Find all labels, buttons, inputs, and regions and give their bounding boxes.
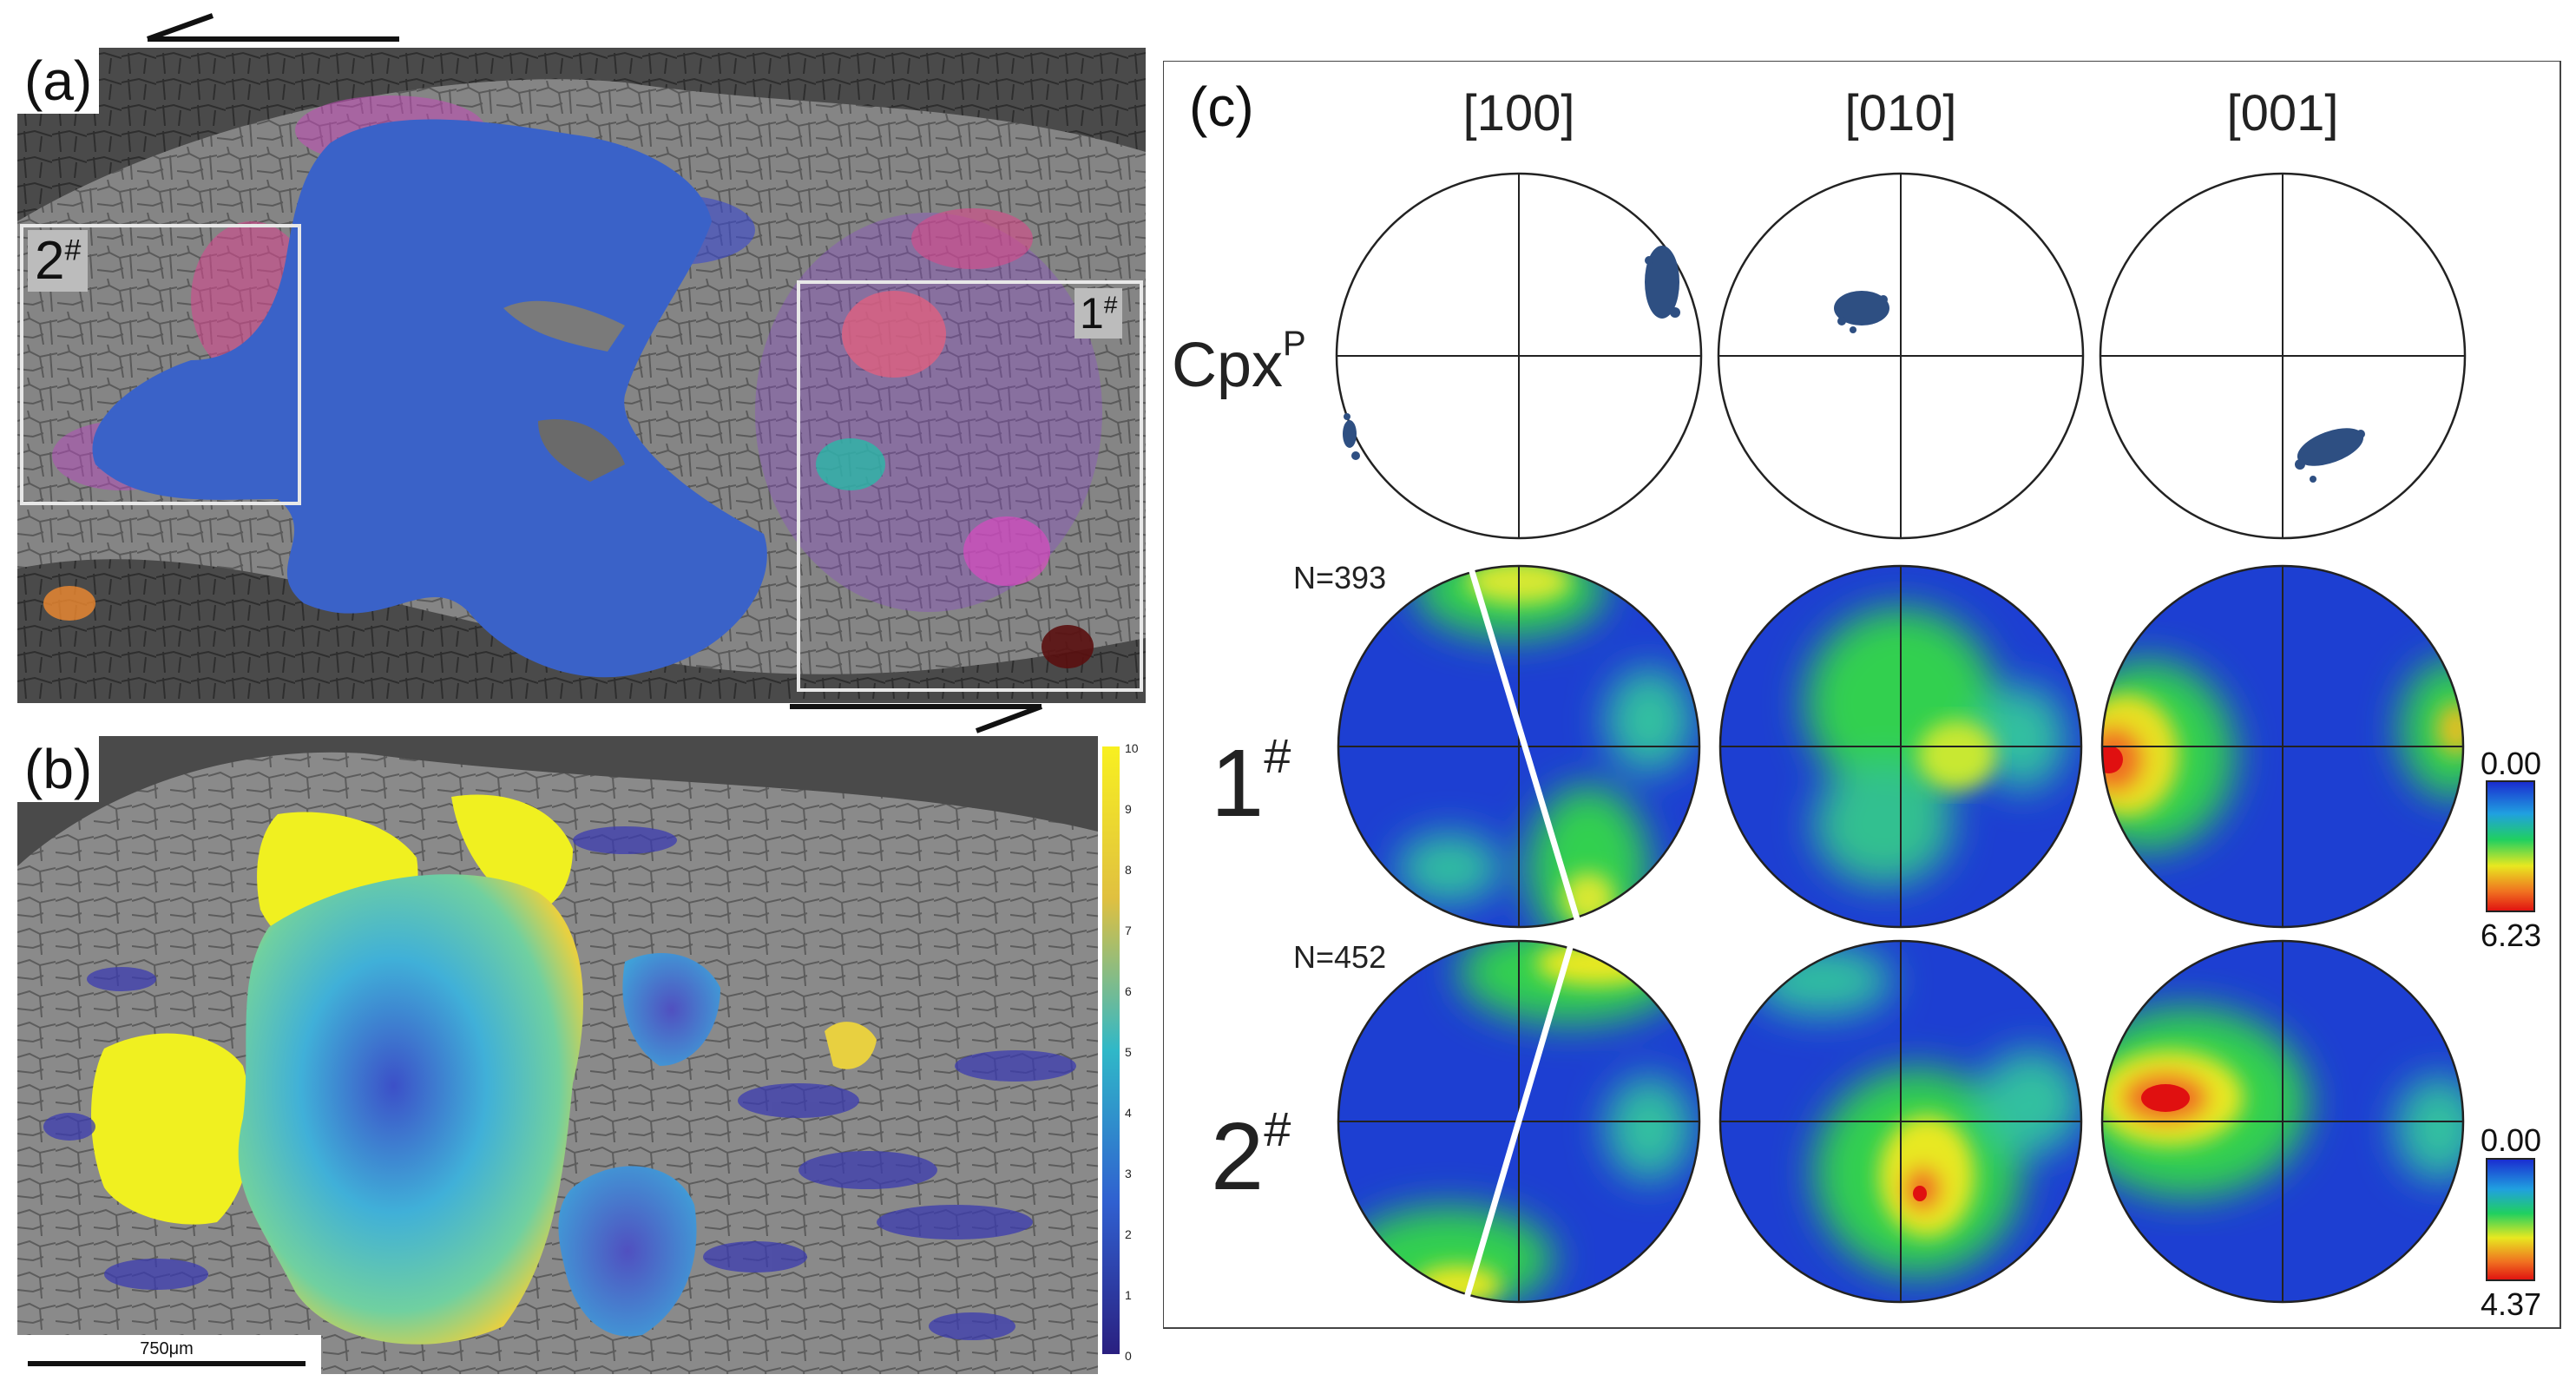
pf-r2-001: [2100, 939, 2465, 1304]
region-2-number: 2: [35, 231, 65, 291]
kam-tick-1: 1: [1125, 1288, 1132, 1302]
foliation-trace-r1: [1468, 567, 1581, 924]
row-label-cpx-sup: P: [1283, 325, 1306, 363]
kam-small-grains: [43, 826, 1076, 1340]
panel-b-label: (b): [17, 736, 100, 802]
row-label-2: 2#: [1211, 1102, 1291, 1210]
colored-grains-a: [43, 95, 1102, 668]
legend-r2: 0.00 4.37: [2481, 1122, 2541, 1322]
legend-r2-min: 0.00: [2481, 1122, 2541, 1158]
foliation-trace-r2: [1463, 944, 1574, 1299]
kam-colorbar-gradient: [1102, 746, 1120, 1354]
scale-bar-label: 750μm: [140, 1339, 194, 1358]
kam-tick-5: 5: [1125, 1045, 1132, 1059]
column-header-100: [100]: [1463, 85, 1575, 141]
row-label-2-text: 2: [1211, 1103, 1264, 1210]
row-label-1-sup: #: [1264, 728, 1291, 783]
legend-r2-gradient: [2486, 1158, 2535, 1281]
kam-map-b: 750μm: [17, 736, 1098, 1374]
pf-cpx-010: [1717, 172, 2085, 540]
pf-r2-010: [1718, 939, 2083, 1304]
row-label-1-text: 1: [1211, 730, 1264, 837]
kam-tick-10: 10: [1125, 742, 1139, 755]
region-1-sup: #: [1103, 291, 1118, 319]
region-2-label: 2#: [28, 230, 89, 292]
large-blue-grain: [92, 119, 767, 678]
kam-central-grain: [238, 874, 583, 1345]
kam-colorbar: 10 9 8 7 6 5 4 3 2 1 0: [1102, 742, 1139, 1363]
pole-figures-c: 0.00 6.23 0.00 4.37 [100] [010] [001] (c…: [1163, 61, 2561, 1329]
legend-r2-max: 4.37: [2481, 1286, 2541, 1322]
kam-tick-7: 7: [1125, 924, 1132, 937]
pf-cpx-100: [1335, 172, 1703, 540]
legend-r1-max: 6.23: [2481, 917, 2541, 953]
kam-tick-9: 9: [1125, 802, 1132, 816]
kam-tick-4: 4: [1125, 1106, 1132, 1120]
shear-arrow-bottom: [790, 704, 1043, 733]
ebsd-map-a-graphic: [17, 48, 1146, 703]
kam-tick-8: 8: [1125, 863, 1132, 877]
region-2-box: [20, 224, 301, 505]
region-1-label: 1#: [1074, 288, 1123, 339]
kam-tick-0: 0: [1125, 1349, 1132, 1363]
ebsd-map-a: [17, 48, 1146, 703]
n-value-r2: N=452: [1293, 939, 1386, 975]
panel-c-label: (c): [1189, 76, 1254, 138]
region-1-box: [797, 280, 1143, 692]
region-2-sup: #: [64, 233, 82, 267]
legend-r1: 0.00 6.23: [2481, 746, 2541, 953]
row-label-1: 1#: [1211, 728, 1291, 837]
kam-tick-6: 6: [1125, 984, 1132, 998]
kam-tick-2: 2: [1125, 1227, 1132, 1241]
pf-r1-010: [1718, 564, 2083, 929]
legend-r1-min: 0.00: [2481, 746, 2541, 781]
scale-bar: [28, 1361, 306, 1366]
region-1-number: 1: [1080, 289, 1104, 338]
kam-map-b-graphic: 750μm: [17, 736, 1098, 1374]
legend-r1-gradient: [2486, 780, 2535, 912]
pf-cpx-001: [2099, 172, 2467, 540]
row-label-cpx: CpxP: [1172, 325, 1306, 400]
pf-r2-100: [1337, 939, 1701, 1304]
row-label-2-sup: #: [1264, 1102, 1291, 1156]
panel-a-label: (a): [17, 48, 100, 114]
row-label-cpx-text: Cpx: [1172, 331, 1283, 400]
n-value-r1: N=393: [1293, 560, 1386, 595]
column-header-010: [010]: [1845, 85, 1957, 141]
kam-tick-3: 3: [1125, 1167, 1132, 1180]
shear-arrow-top: [146, 13, 399, 42]
column-header-001: [001]: [2227, 85, 2339, 141]
